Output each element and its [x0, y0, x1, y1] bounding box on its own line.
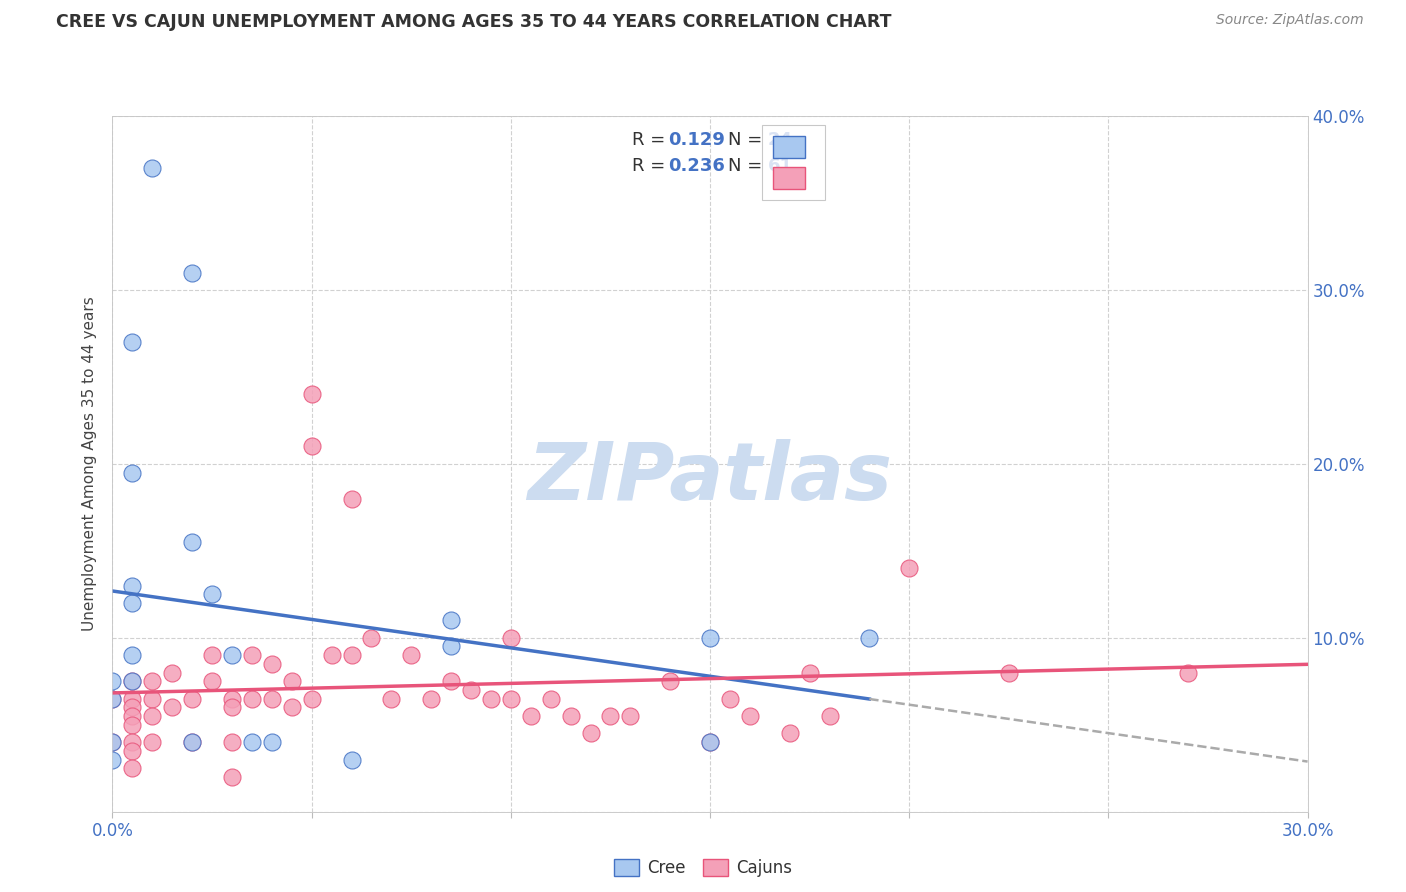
Point: [141, 709, 163, 723]
Point: [181, 266, 204, 280]
Point: [599, 709, 621, 723]
Point: [101, 735, 124, 749]
Point: [121, 717, 143, 731]
Point: [301, 440, 323, 454]
Point: [141, 691, 163, 706]
Point: [619, 709, 641, 723]
Point: [240, 691, 263, 706]
Point: [440, 640, 463, 654]
Point: [181, 735, 204, 749]
Point: [121, 334, 143, 349]
Y-axis label: Unemployment Among Ages 35 to 44 years: Unemployment Among Ages 35 to 44 years: [82, 296, 97, 632]
Text: 24: 24: [768, 131, 793, 149]
Point: [659, 674, 682, 689]
Point: [898, 561, 921, 575]
Point: [998, 665, 1021, 680]
Point: [141, 674, 163, 689]
Point: [181, 535, 204, 549]
Point: [141, 735, 163, 749]
Point: [121, 700, 143, 714]
Point: [479, 691, 502, 706]
Point: [162, 700, 183, 714]
Point: [121, 466, 143, 480]
Point: [260, 691, 283, 706]
Point: [699, 631, 721, 645]
Point: [499, 631, 522, 645]
Point: [162, 665, 183, 680]
Point: [360, 631, 382, 645]
Point: [799, 665, 821, 680]
Point: [221, 648, 243, 662]
Point: [101, 674, 124, 689]
Point: [699, 735, 721, 749]
Text: ZIPatlas: ZIPatlas: [527, 439, 893, 516]
Point: [260, 657, 283, 671]
Point: [121, 578, 143, 592]
Point: [380, 691, 402, 706]
Point: [181, 691, 204, 706]
Point: [301, 691, 323, 706]
Text: R =: R =: [633, 131, 671, 149]
Point: [121, 761, 143, 775]
Text: Source: ZipAtlas.com: Source: ZipAtlas.com: [1216, 13, 1364, 28]
Text: CREE VS CAJUN UNEMPLOYMENT AMONG AGES 35 TO 44 YEARS CORRELATION CHART: CREE VS CAJUN UNEMPLOYMENT AMONG AGES 35…: [56, 13, 891, 31]
Point: [281, 674, 304, 689]
Point: [699, 735, 721, 749]
Text: N =: N =: [728, 157, 768, 175]
Point: [460, 683, 482, 698]
Point: [281, 700, 304, 714]
Point: [121, 735, 143, 749]
Point: [499, 691, 522, 706]
Text: 0.236: 0.236: [668, 157, 725, 175]
Point: [201, 648, 224, 662]
Point: [340, 491, 363, 506]
Point: [121, 648, 143, 662]
Point: [340, 648, 363, 662]
Point: [779, 726, 801, 740]
Point: [520, 709, 543, 723]
Text: 61: 61: [768, 157, 793, 175]
Point: [718, 691, 741, 706]
Legend: , : ,: [762, 125, 825, 200]
Point: [321, 648, 343, 662]
Point: [121, 709, 143, 723]
Point: [221, 735, 243, 749]
Point: [181, 735, 204, 749]
Point: [340, 753, 363, 767]
Point: [121, 744, 143, 758]
Text: 0.129: 0.129: [668, 131, 725, 149]
Point: [101, 735, 124, 749]
Point: [121, 674, 143, 689]
Text: R =: R =: [633, 157, 671, 175]
Point: [440, 614, 463, 628]
Point: [401, 648, 423, 662]
Point: [420, 691, 443, 706]
Point: [440, 674, 463, 689]
Point: [240, 735, 263, 749]
Point: [201, 587, 224, 601]
Point: [101, 691, 124, 706]
Point: [101, 691, 124, 706]
Point: [141, 161, 163, 176]
Point: [221, 770, 243, 784]
Point: [101, 753, 124, 767]
Legend: Cree, Cajuns: Cree, Cajuns: [607, 852, 799, 884]
Point: [540, 691, 562, 706]
Point: [738, 709, 761, 723]
Point: [201, 674, 224, 689]
Point: [560, 709, 582, 723]
Point: [221, 700, 243, 714]
Point: [858, 631, 880, 645]
Text: N =: N =: [728, 131, 768, 149]
Point: [121, 691, 143, 706]
Point: [240, 648, 263, 662]
Point: [121, 674, 143, 689]
Point: [1177, 665, 1199, 680]
Point: [260, 735, 283, 749]
Point: [221, 691, 243, 706]
Point: [818, 709, 841, 723]
Point: [121, 596, 143, 610]
Point: [301, 387, 323, 401]
Point: [579, 726, 602, 740]
